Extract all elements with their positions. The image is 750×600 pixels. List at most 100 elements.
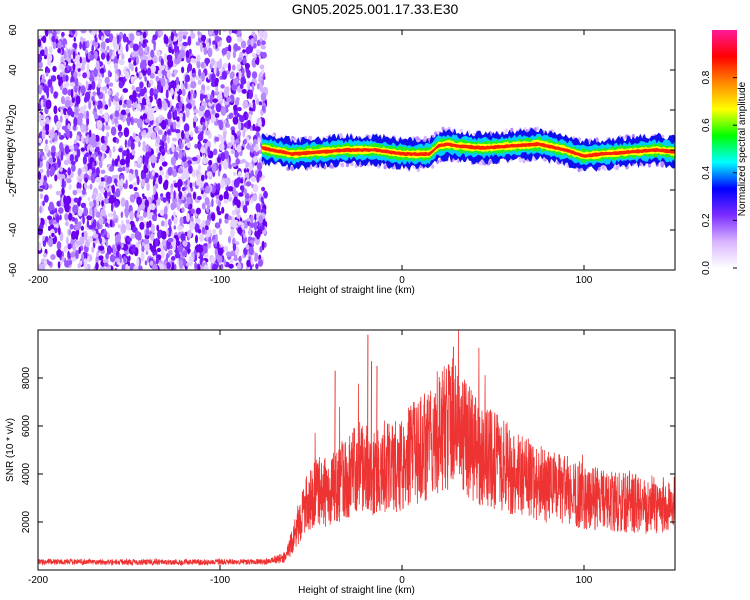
noise-speckle bbox=[112, 145, 116, 153]
noise-speckle bbox=[43, 194, 49, 203]
noise-speckle bbox=[204, 109, 211, 118]
spectrogram-y-label: Frequency (Hz) bbox=[5, 116, 16, 185]
noise-speckle bbox=[233, 171, 237, 176]
noise-speckle bbox=[107, 70, 111, 78]
noise-speckle bbox=[63, 50, 67, 60]
snr-x-label: Height of straight line (km) bbox=[298, 585, 415, 596]
noise-speckle bbox=[137, 96, 143, 102]
noise-speckle bbox=[92, 199, 97, 208]
noise-speckle bbox=[144, 76, 147, 82]
noise-speckle bbox=[168, 46, 172, 54]
noise-speckle bbox=[217, 241, 220, 250]
noise-speckle bbox=[242, 254, 245, 259]
noise-speckle bbox=[101, 144, 107, 152]
noise-speckle bbox=[230, 149, 236, 155]
noise-speckle bbox=[210, 58, 216, 66]
noise-speckle bbox=[156, 50, 161, 57]
noise-speckle bbox=[95, 101, 99, 106]
noise-speckle bbox=[197, 228, 202, 234]
noise-speckle bbox=[171, 142, 175, 153]
noise-speckle bbox=[50, 85, 54, 94]
noise-speckle bbox=[144, 199, 149, 207]
noise-speckle bbox=[212, 98, 218, 103]
noise-speckle bbox=[123, 255, 127, 264]
noise-speckle bbox=[128, 255, 131, 262]
halo-speckle bbox=[595, 137, 599, 142]
y-tick-label: 20 bbox=[8, 104, 19, 116]
noise-speckle bbox=[214, 35, 221, 43]
noise-speckle bbox=[84, 181, 88, 190]
noise-speckle bbox=[113, 210, 117, 220]
noise-speckle bbox=[240, 179, 244, 184]
noise-speckle bbox=[39, 205, 42, 214]
halo-speckle bbox=[518, 158, 523, 163]
noise-speckle bbox=[148, 170, 151, 180]
noise-speckle bbox=[244, 219, 249, 229]
noise-speckle bbox=[79, 56, 83, 64]
noise-speckle bbox=[38, 137, 42, 144]
noise-speckle bbox=[207, 47, 213, 58]
noise-speckle bbox=[132, 90, 137, 100]
noise-speckle bbox=[185, 107, 190, 118]
noise-speckle bbox=[55, 30, 61, 35]
x-tick-label: 100 bbox=[576, 575, 593, 586]
noise-region bbox=[38, 30, 269, 270]
noise-speckle bbox=[166, 78, 170, 84]
noise-speckle bbox=[173, 69, 178, 76]
noise-speckle bbox=[220, 84, 225, 89]
noise-speckle bbox=[217, 92, 223, 102]
colorbar bbox=[712, 30, 737, 268]
noise-speckle bbox=[62, 87, 68, 95]
noise-speckle bbox=[150, 223, 155, 233]
noise-speckle bbox=[40, 78, 47, 84]
noise-speckle bbox=[100, 177, 105, 182]
noise-speckle bbox=[149, 87, 155, 97]
noise-speckle bbox=[243, 188, 247, 196]
noise-speckle bbox=[152, 34, 158, 41]
noise-speckle bbox=[91, 193, 97, 200]
noise-speckle bbox=[170, 31, 174, 42]
noise-speckle bbox=[166, 228, 169, 237]
noise-speckle bbox=[237, 36, 243, 43]
noise-speckle bbox=[221, 206, 225, 214]
x-tick-label: -200 bbox=[28, 275, 48, 286]
noise-speckle bbox=[114, 158, 119, 167]
noise-speckle bbox=[136, 257, 140, 267]
noise-speckle bbox=[235, 46, 241, 51]
noise-speckle bbox=[91, 80, 96, 91]
noise-speckle bbox=[260, 196, 264, 203]
noise-speckle bbox=[68, 145, 75, 150]
noise-speckle bbox=[212, 40, 217, 46]
noise-speckle bbox=[40, 99, 44, 108]
noise-speckle bbox=[110, 126, 117, 136]
noise-speckle bbox=[64, 99, 71, 108]
noise-speckle bbox=[166, 54, 173, 61]
noise-speckle bbox=[249, 221, 255, 229]
noise-speckle bbox=[73, 116, 78, 127]
noise-speckle bbox=[76, 117, 83, 126]
noise-speckle bbox=[153, 88, 160, 94]
noise-speckle bbox=[217, 210, 222, 216]
noise-speckle bbox=[86, 255, 90, 263]
noise-speckle bbox=[84, 177, 88, 183]
noise-speckle bbox=[251, 53, 257, 58]
noise-speckle bbox=[158, 174, 163, 185]
noise-speckle bbox=[106, 245, 112, 255]
noise-speckle bbox=[223, 245, 229, 252]
noise-speckle bbox=[100, 41, 106, 49]
noise-speckle bbox=[174, 129, 181, 134]
noise-speckle bbox=[153, 42, 156, 51]
colorbar-tick-label: 0.4 bbox=[701, 165, 712, 179]
noise-speckle bbox=[130, 116, 134, 126]
halo-speckle bbox=[577, 167, 581, 173]
noise-speckle bbox=[212, 239, 216, 245]
noise-speckle bbox=[235, 158, 240, 165]
noise-speckle bbox=[64, 145, 70, 155]
noise-speckle bbox=[230, 71, 235, 79]
halo-speckle bbox=[522, 158, 526, 164]
noise-speckle bbox=[196, 60, 201, 69]
noise-speckle bbox=[246, 217, 251, 222]
noise-speckle bbox=[115, 188, 121, 198]
noise-speckle bbox=[178, 149, 183, 160]
noise-speckle bbox=[70, 160, 76, 165]
